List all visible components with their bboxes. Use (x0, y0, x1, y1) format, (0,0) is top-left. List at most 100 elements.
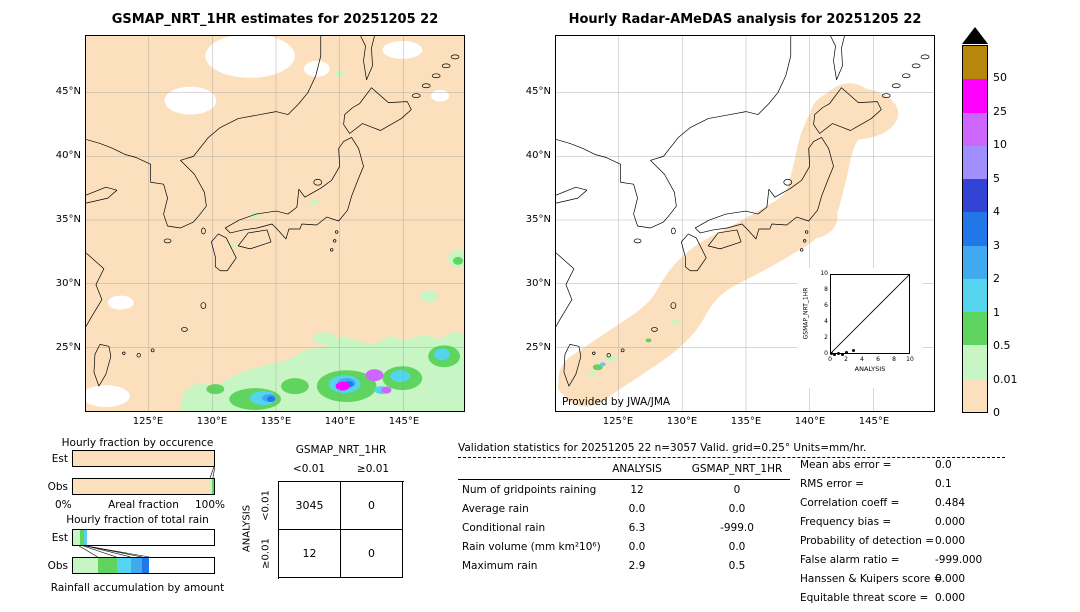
inset-plot: GSMAP_NRT_1HR ANALYSIS 0 2 4 6 8 10 0 2 4 6 8 10 (798, 268, 922, 388)
stats-side-value: 0.000 (935, 592, 966, 604)
stats-side-row-6: Hanssen & Kuipers score = 0.000 (800, 573, 1015, 592)
stats-side-value: 0.0 (935, 459, 952, 471)
occurrence-obs-bar (72, 478, 215, 495)
left_map-lat-label-3: 30°N (55, 278, 81, 289)
occurrence-connector (209, 467, 215, 478)
right_map-lon-label-1: 130°E (666, 416, 698, 427)
inset-diagonal-line (831, 275, 909, 353)
colorbar-segment-5 (963, 212, 987, 246)
occurrence-axis-label: Areal fraction (108, 499, 179, 511)
occurrence-obs-bar-seg-0 (73, 479, 210, 494)
contingency-row-axis: ANALYSIS (241, 504, 253, 553)
stats-rows: Num of gridpoints raining 12 0 Average rain… (458, 484, 790, 579)
occurrence-est-bar-seg-0 (73, 451, 213, 466)
totalrain-obs-bar (72, 557, 215, 574)
inset-xtick-2: 4 (860, 356, 864, 363)
stats-side-row-2: Correlation coeff = 0.484 (800, 497, 1015, 516)
stats-row-label: Maximum rain (462, 560, 538, 572)
colorbar-label-7: 1 (993, 305, 1000, 319)
stats-gsmap-value: 0.5 (728, 560, 746, 572)
colorbar-label-6: 2 (993, 272, 1000, 286)
colorbar-segments (962, 45, 988, 413)
inset-xtick-0: 0 (828, 356, 832, 363)
stats-side-value: 0.000 (935, 573, 966, 585)
inset-ylabel: GSMAP_NRT_1HR (802, 287, 810, 340)
stats-side-label: Correlation coeff = (800, 497, 900, 509)
left_map-lon-label-1: 130°E (196, 416, 228, 427)
colorbar-segment-9 (963, 345, 987, 379)
inset-ytick-2: 4 (824, 318, 828, 325)
colorbar-label-5: 3 (993, 238, 1000, 252)
right-map-title: Hourly Radar-AMeDAS analysis for 2025120… (568, 12, 922, 27)
left_map-lat-label-1: 40°N (55, 150, 81, 161)
right_map-lat-label-2: 35°N (525, 214, 551, 225)
totalrain-est-label: Est (51, 532, 68, 544)
inset-ytick-1: 2 (824, 334, 828, 341)
inset-point-0 (830, 352, 834, 356)
contingency-table: GSMAP_NRT_1HR <0.01 ≥0.01 ANALYSIS <0.01… (230, 444, 415, 594)
left_map-lon-label-0: 125°E (132, 416, 164, 427)
occurrence-axis-left: 0% (55, 499, 72, 511)
stats-side-row-7: Equitable threat score = 0.000 (800, 592, 1015, 611)
left-map-canvas (86, 36, 464, 411)
totalrain-obs-bar-seg-4 (142, 558, 150, 573)
stats-col-header-gsmap: GSMAP_NRT_1HR (691, 463, 783, 475)
validation-stats: Validation statistics for 20251205 22 n=… (458, 442, 1018, 610)
right_map-lat-label-4: 25°N (525, 342, 551, 353)
colorbar-segment-4 (963, 179, 987, 213)
colorbar-segment-10 (963, 378, 987, 412)
colorbar-segment-2 (963, 112, 987, 146)
contingency-title: GSMAP_NRT_1HR (295, 444, 387, 456)
colorbar-segment-0 (963, 46, 987, 80)
totalrain-obs-bar-seg-5 (149, 558, 214, 573)
inset-point-1 (833, 352, 837, 356)
colorbar-label-4: 4 (993, 205, 1000, 219)
stats-row-2: Conditional rain 6.3 -999.0 (458, 522, 790, 541)
stats-side-label: Mean abs error = (800, 459, 892, 471)
stats-col-header-analysis: ANALYSIS (612, 463, 662, 475)
inset-xtick-1: 2 (844, 356, 848, 363)
left_map-lon-label-2: 135°E (260, 416, 292, 427)
totalrain-est-bar-seg-3 (87, 530, 214, 545)
colorbar-segment-1 (963, 79, 987, 113)
left_map-lon-label-4: 145°E (388, 416, 420, 427)
inset-diagonal-canvas (831, 275, 909, 353)
totalrain-est-bar-seg-2 (84, 530, 88, 545)
occurrence-est-bar-seg-1 (212, 451, 214, 466)
colorbar-label-9: 0.01 (993, 372, 1018, 386)
stats-header-rule (458, 479, 790, 480)
contingency-row-header-0: <0.01 (260, 490, 272, 521)
totalrain-footer: Rainfall accumulation by amount (50, 582, 225, 594)
right-map: Provided by JWA/JMA GSMAP_NRT_1HR ANALYS… (555, 35, 935, 412)
right-map-canvas (556, 36, 934, 411)
colorbar-segment-6 (963, 245, 987, 279)
inset-point-4 (844, 351, 848, 355)
right_map-lat-label-1: 40°N (525, 150, 551, 161)
inset-point-3 (840, 352, 844, 356)
stats-gsmap-value: 0.0 (728, 541, 746, 553)
stats-analysis-value: 6.3 (628, 522, 646, 534)
contingency-cell-00: 3045 (279, 482, 341, 530)
right_map-lat-label-0: 45°N (525, 86, 551, 97)
colorbar-label-2: 10 (993, 138, 1007, 152)
colorbar-segment-8 (963, 312, 987, 346)
inset-ytick-4: 8 (824, 286, 828, 293)
inset-xtick-5: 10 (906, 356, 914, 363)
inset-point-5 (851, 348, 855, 352)
stats-side-row-5: False alarm ratio = -999.000 (800, 554, 1015, 573)
contingency-cell-11: 0 (341, 530, 403, 578)
left_map-lon-label-3: 140°E (324, 416, 356, 427)
left_map-lat-label-0: 45°N (55, 86, 81, 97)
stats-side-label: Hanssen & Kuipers score = (800, 573, 943, 585)
contingency-row-header-1: ≥0.01 (260, 538, 272, 569)
left-map-nodata-patches (86, 36, 450, 408)
stats-side-label: Equitable threat score = (800, 592, 929, 604)
right_map-lon-label-4: 145°E (858, 416, 890, 427)
contingency-cell-10: 12 (279, 530, 341, 578)
map-credit: Provided by JWA/JMA (562, 396, 671, 408)
totalrain-connector (79, 546, 150, 557)
occurrence-obs-label: Obs (47, 481, 68, 493)
totalrain-obs-bar-seg-2 (116, 558, 131, 573)
totalrain-est-bar (72, 529, 215, 546)
